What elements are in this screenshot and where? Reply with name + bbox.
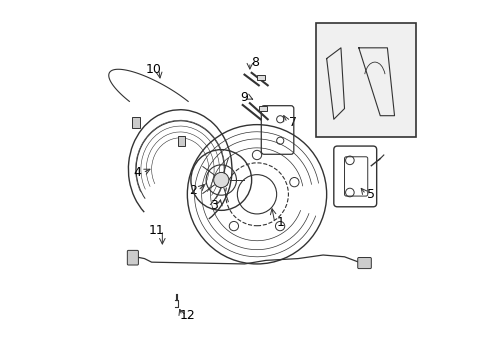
Text: 12: 12	[179, 309, 195, 322]
Bar	[132, 117, 140, 128]
Text: 2: 2	[188, 184, 196, 197]
Text: 7: 7	[288, 116, 296, 129]
Bar	[315, 23, 415, 137]
Text: 1: 1	[276, 216, 284, 229]
Circle shape	[213, 172, 228, 188]
Text: 9: 9	[240, 91, 248, 104]
Text: 8: 8	[251, 55, 259, 69]
Text: 5: 5	[366, 188, 375, 201]
Text: 6: 6	[340, 59, 348, 72]
FancyBboxPatch shape	[357, 257, 370, 269]
FancyBboxPatch shape	[127, 250, 138, 265]
Text: 11: 11	[149, 224, 164, 237]
Bar	[178, 136, 184, 146]
Text: 4: 4	[133, 166, 141, 179]
Text: 10: 10	[145, 63, 161, 76]
Bar	[257, 75, 264, 80]
Text: 3: 3	[210, 198, 218, 212]
Bar	[259, 106, 266, 111]
